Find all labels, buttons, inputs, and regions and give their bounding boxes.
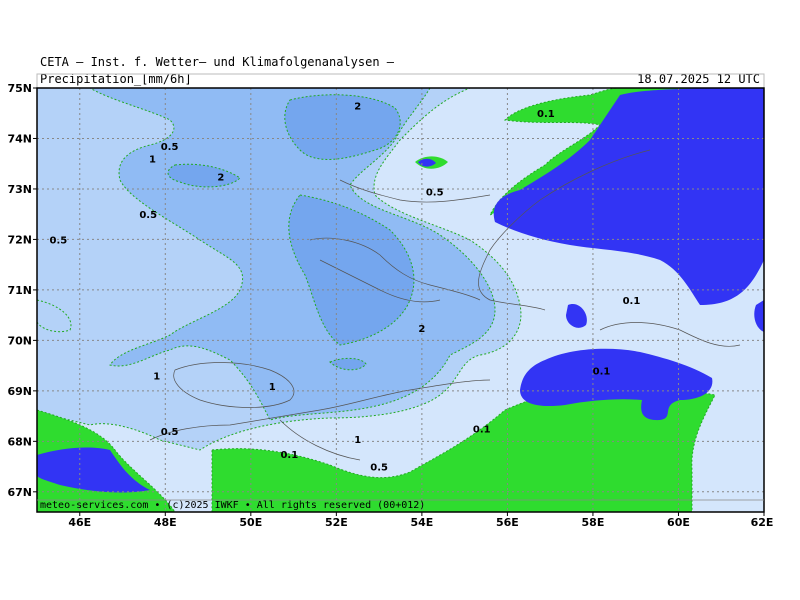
- contour-label: 0.5: [426, 187, 444, 198]
- y-tick-label: 73N: [7, 183, 32, 196]
- x-tick-label: 54E: [410, 516, 433, 529]
- contour-label: 0.5: [161, 427, 179, 438]
- dry-region-island: [418, 158, 436, 167]
- credit-line: meteo-services.com • (c)2025 IWKF • All …: [40, 500, 426, 511]
- contour-label: 1: [354, 435, 361, 446]
- y-tick-label: 74N: [7, 132, 32, 145]
- field-gt-2-small: [329, 357, 367, 371]
- map-field: [37, 88, 764, 512]
- contour-label: 2: [418, 324, 425, 335]
- y-tick-label: 68N: [7, 435, 32, 448]
- contour-label: 0.5: [161, 142, 179, 153]
- contour-label: 1: [153, 372, 160, 383]
- y-tick-label: 67N: [7, 486, 32, 499]
- y-tick-label: 75N: [7, 82, 32, 95]
- y-tick-label: 70N: [7, 334, 32, 347]
- x-tick-label: 60E: [667, 516, 690, 529]
- x-tick-label: 62E: [751, 516, 774, 529]
- dry-region-e: [520, 348, 713, 421]
- dry-region-far-e: [754, 300, 764, 332]
- field-gt-2-west: [167, 163, 241, 188]
- x-tick-label: 50E: [239, 516, 262, 529]
- contour-label: 0.5: [139, 210, 157, 221]
- dry-region-islet: [566, 304, 587, 328]
- map-frame: [36, 87, 765, 513]
- contour-label: 0.5: [50, 235, 68, 246]
- contour-label: 0.1: [623, 296, 641, 307]
- field-gt-2-north: [284, 94, 401, 160]
- contour-label: 1: [149, 155, 156, 166]
- contour-label: 2: [217, 172, 224, 183]
- grid: [37, 88, 764, 512]
- valid-time: 18.07.2025 12 UTC: [637, 72, 760, 86]
- x-tick-label: 46E: [68, 516, 91, 529]
- y-tick-label: 69N: [7, 385, 32, 398]
- x-tick-label: 58E: [582, 516, 605, 529]
- contour-label: 2: [354, 102, 361, 113]
- contour-label: 0.5: [370, 463, 388, 474]
- dry-region-ne: [493, 88, 764, 305]
- y-tick-label: 71N: [7, 284, 32, 297]
- contour-label: 0.1: [473, 425, 491, 436]
- dry-region-sw: [37, 447, 150, 493]
- header-frame: [36, 73, 765, 89]
- contour-label: 0.1: [593, 367, 611, 378]
- coastlines: [149, 149, 741, 461]
- field-0_5-1-patch: [37, 299, 72, 333]
- contour-label: 0.1: [537, 109, 555, 120]
- contour-label: 0.1: [280, 450, 298, 461]
- x-tick-label: 52E: [325, 516, 348, 529]
- contour-label: 1: [269, 382, 276, 393]
- field-lt-0_1-south: [211, 383, 716, 512]
- field-gt-2: [288, 194, 415, 346]
- variable-title: Precipitation_[mm/6h]: [40, 72, 192, 86]
- x-tick-label: 56E: [496, 516, 519, 529]
- institution-title: CETA — Inst. f. Wetter— und Klimafolgena…: [40, 55, 395, 69]
- y-tick-label: 72N: [7, 233, 32, 246]
- x-tick-label: 48E: [154, 516, 177, 529]
- axis-ticks: 75N 74N 73N 72N 71N 70N 69N 68N 67N 46E 48E 50E 52E 5…: [7, 82, 773, 529]
- contour-labels: 0.5 1 2 2 0.5 0.5 0.1 0.5 0.1 2 0.1 1 1 0.5 1 0.1 0.1 0.5: [50, 102, 641, 474]
